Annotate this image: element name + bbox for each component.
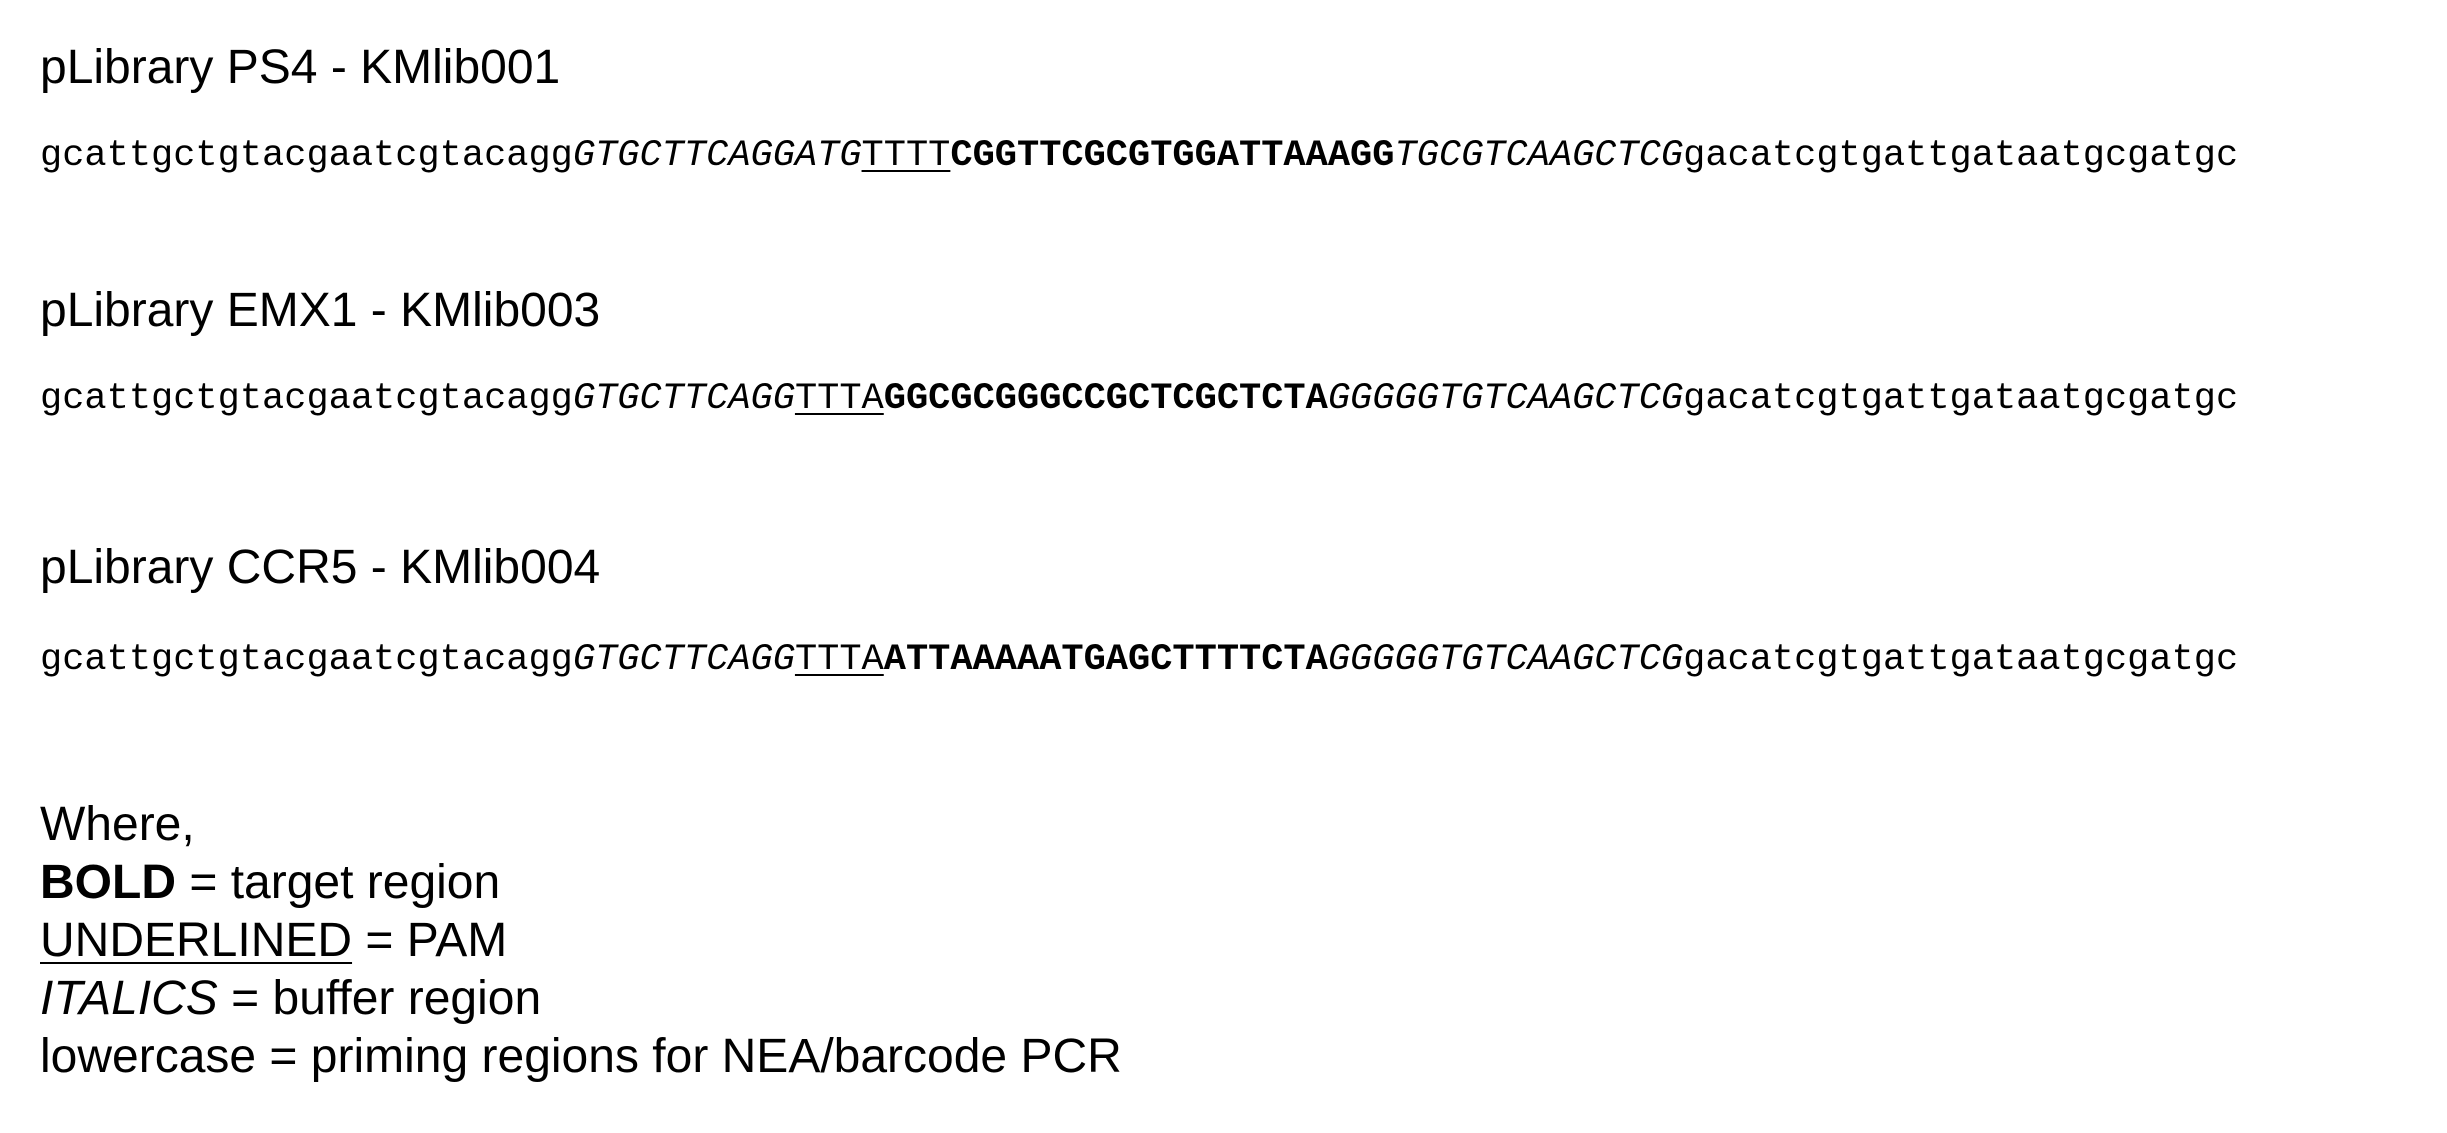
library-title-ps4: pLibrary PS4 - KMlib001 [40, 41, 561, 94]
primer-3-region: gacatcgtgattgataatgcgatgc [1683, 639, 2239, 681]
sequence-ccr5: gcattgctgtacgaatcgtacaggGTGCTTCAGGTTTAAT… [40, 638, 2238, 682]
pam-region: TTTT [861, 135, 951, 177]
legend-underline-key: UNDERLINED [40, 914, 353, 967]
primer-3-region: gacatcgtgattgataatgcgatgc [1683, 378, 2239, 420]
target-region: GGCGCGGGCCGCTCGCTCTA [883, 378, 1328, 420]
legend-intro: Where, [40, 798, 195, 851]
legend-underline-line: UNDERLINED = PAM [40, 912, 1122, 970]
legend-italic-line: ITALICS = buffer region [40, 970, 1122, 1028]
buffer-5-region: GTGCTTCAGGATG [572, 135, 862, 177]
sequence-emx1: gcattgctgtacgaatcgtacaggGTGCTTCAGGTTTAGG… [40, 377, 2238, 421]
pam-region: TTTA [794, 639, 884, 681]
primer-5-region: gcattgctgtacgaatcgtacagg [40, 135, 573, 177]
target-region: CGGTTCGCGTGGATTAAAGG [950, 135, 1395, 177]
target-region: ATTAAAAATGAGCTTTTCTA [883, 639, 1328, 681]
legend-italic-key: ITALICS [40, 972, 218, 1025]
pam-region: TTTA [794, 378, 884, 420]
primer-5-region: gcattgctgtacgaatcgtacagg [40, 378, 573, 420]
legend-italic-desc: = buffer region [217, 972, 542, 1025]
legend-lowercase-line: lowercase = priming regions for NEA/barc… [40, 1030, 1122, 1083]
primer-5-region: gcattgctgtacgaatcgtacagg [40, 639, 573, 681]
primer-3-region: gacatcgtgattgataatgcgatgc [1683, 135, 2239, 177]
buffer-3-region: TGCGTCAAGCTCG [1394, 135, 1684, 177]
legend-underline-desc: = PAM [352, 914, 508, 967]
library-title-emx1: pLibrary EMX1 - KMlib003 [40, 284, 601, 337]
buffer-5-region: GTGCTTCAGG [572, 378, 795, 420]
legend-bold-desc: = target region [175, 856, 501, 909]
library-title-ccr5: pLibrary CCR5 - KMlib004 [40, 541, 601, 594]
legend-bold-line: BOLD = target region [40, 854, 1122, 912]
legend-bold-key: BOLD [40, 856, 176, 909]
legend: Where, BOLD = target region UNDERLINED =… [40, 796, 1122, 1086]
buffer-5-region: GTGCTTCAGG [572, 639, 795, 681]
buffer-3-region: GGGGGTGTCAAGCTCG [1327, 639, 1684, 681]
sequence-ps4: gcattgctgtacgaatcgtacaggGTGCTTCAGGATGTTT… [40, 134, 2238, 178]
buffer-3-region: GGGGGTGTCAAGCTCG [1327, 378, 1684, 420]
